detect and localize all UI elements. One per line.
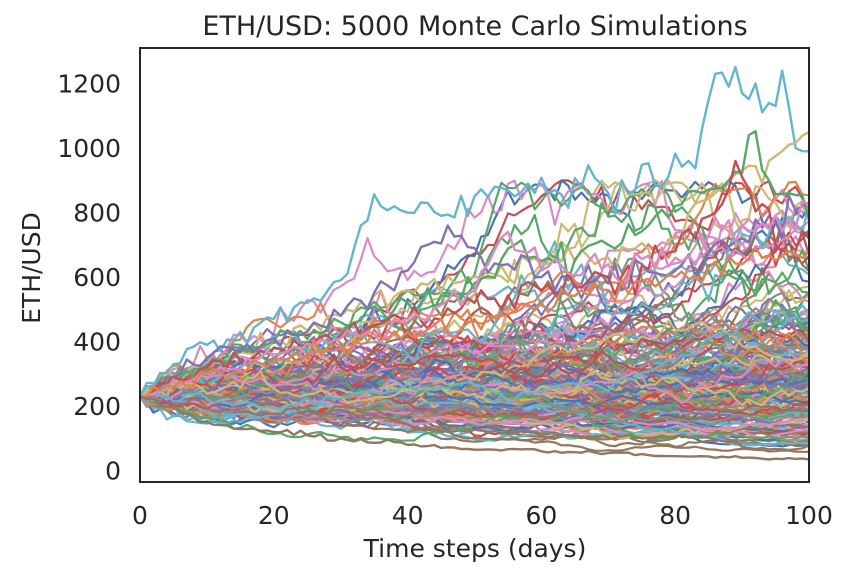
series-line bbox=[140, 395, 809, 461]
x-tick-label: 80 bbox=[659, 501, 691, 530]
series-line bbox=[140, 246, 809, 398]
y-tick-label: 800 bbox=[73, 199, 121, 228]
x-axis-ticks: 0 20 40 60 80 100 bbox=[132, 501, 833, 530]
simulation-path bbox=[140, 309, 809, 410]
simulation-path bbox=[140, 383, 809, 421]
simulation-path bbox=[140, 388, 809, 451]
simulation-path bbox=[140, 358, 809, 405]
simulation-path bbox=[140, 369, 809, 407]
series-line bbox=[140, 130, 809, 398]
simulation-path bbox=[140, 384, 809, 429]
simulation-path bbox=[140, 383, 809, 441]
x-tick-label: 60 bbox=[525, 501, 557, 530]
plot-area bbox=[140, 65, 809, 461]
y-tick-label: 400 bbox=[73, 328, 121, 357]
y-tick-label: 600 bbox=[73, 263, 121, 292]
series-line bbox=[140, 159, 809, 398]
simulation-path bbox=[140, 181, 809, 398]
simulation-path bbox=[140, 368, 809, 407]
y-tick-label: 200 bbox=[73, 392, 121, 421]
simulation-path bbox=[140, 393, 809, 444]
plot-frame bbox=[139, 47, 810, 483]
x-tick-label: 100 bbox=[785, 501, 833, 530]
simulation-path bbox=[140, 394, 809, 434]
y-axis-label: ETH/USD bbox=[17, 212, 46, 324]
series-line bbox=[140, 65, 809, 398]
y-axis-ticks: 0 200 400 600 800 1000 1200 bbox=[57, 69, 121, 485]
x-tick-label: 40 bbox=[392, 501, 424, 530]
y-tick-label: 1000 bbox=[57, 134, 121, 163]
chart-title: ETH/USD: 5000 Monte Carlo Simulations bbox=[202, 11, 747, 42]
y-tick-label: 1200 bbox=[57, 69, 121, 98]
y-tick-label: 0 bbox=[105, 457, 121, 486]
x-tick-label: 20 bbox=[258, 501, 290, 530]
series-line bbox=[140, 199, 809, 398]
x-axis-label: Time steps (days) bbox=[363, 534, 587, 563]
series-line bbox=[140, 194, 809, 400]
x-tick-label: 0 bbox=[132, 501, 148, 530]
simulation-path bbox=[140, 392, 809, 439]
